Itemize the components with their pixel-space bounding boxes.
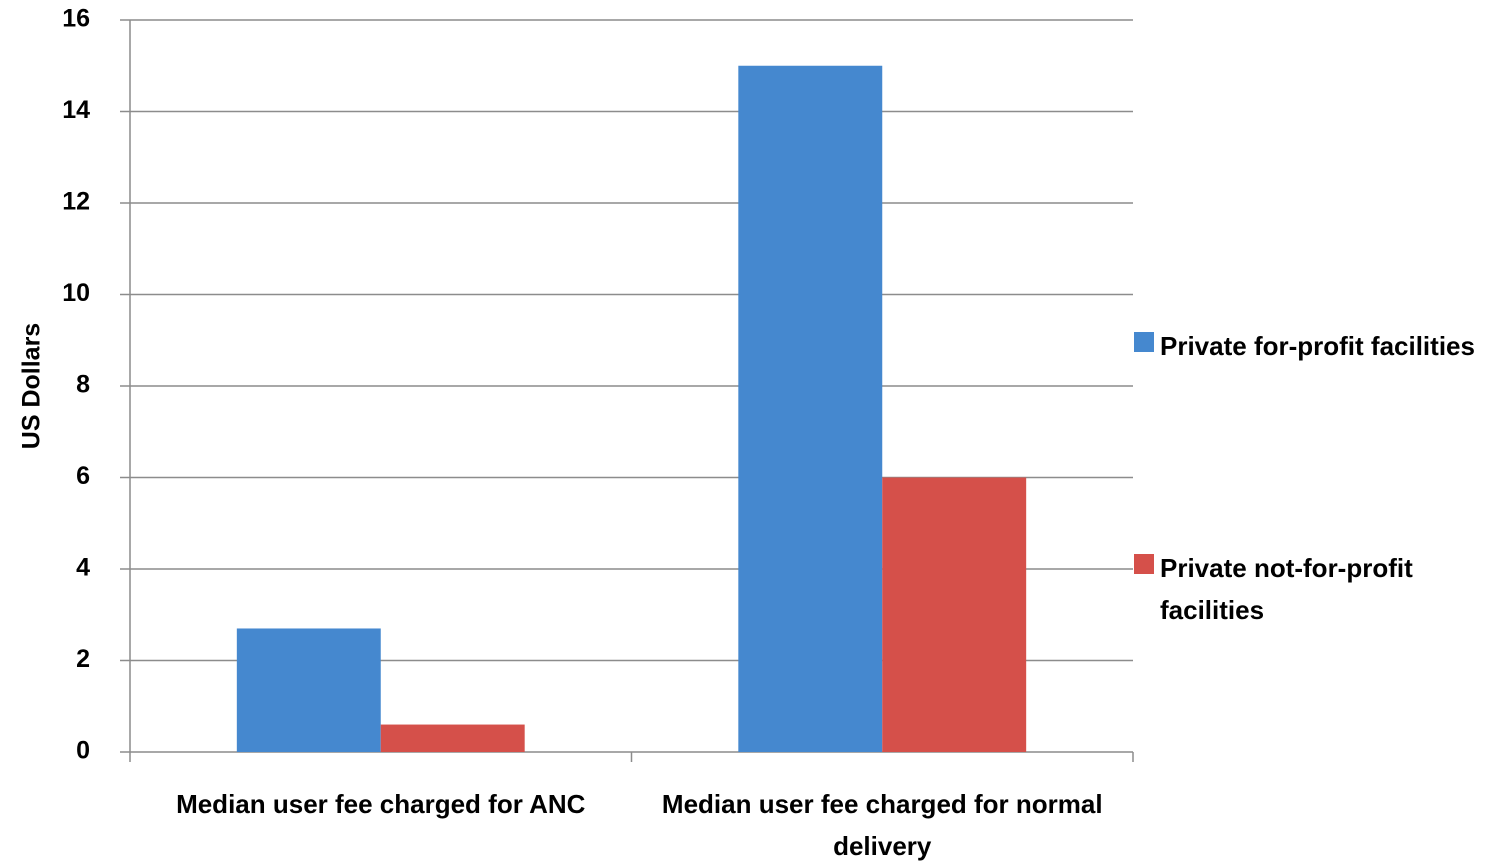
y-tick-label: 12 bbox=[62, 188, 90, 216]
y-tick-label: 0 bbox=[76, 737, 90, 765]
y-tick-label: 8 bbox=[76, 371, 90, 399]
legend-swatch bbox=[1134, 554, 1154, 574]
x-tick-label: Median user fee charged for ANC bbox=[151, 783, 611, 825]
x-tick-label: Median user fee charged for normal deliv… bbox=[652, 783, 1112, 863]
page: US Dollars 0 2 4 6 8 10 12 14 16 Median user fee… bbox=[0, 0, 1497, 863]
bar bbox=[882, 478, 1026, 753]
y-tick-label: 16 bbox=[62, 5, 90, 33]
bar bbox=[738, 66, 882, 752]
y-tick-label: 10 bbox=[62, 279, 90, 307]
y-axis-title: US Dollars bbox=[18, 323, 46, 449]
legend-label: Private not-for-profit facilities bbox=[1160, 547, 1495, 631]
y-tick-label: 14 bbox=[62, 96, 90, 124]
legend-label: Private for-profit facilities bbox=[1160, 325, 1495, 367]
bar bbox=[381, 725, 525, 752]
chart: US Dollars 0 2 4 6 8 10 12 14 16 bbox=[0, 0, 1497, 863]
y-tick-label: 6 bbox=[76, 462, 90, 490]
bar bbox=[237, 628, 381, 752]
y-tick-label: 4 bbox=[76, 554, 90, 582]
y-tick-label: 2 bbox=[76, 645, 90, 673]
legend-swatch bbox=[1134, 332, 1154, 352]
